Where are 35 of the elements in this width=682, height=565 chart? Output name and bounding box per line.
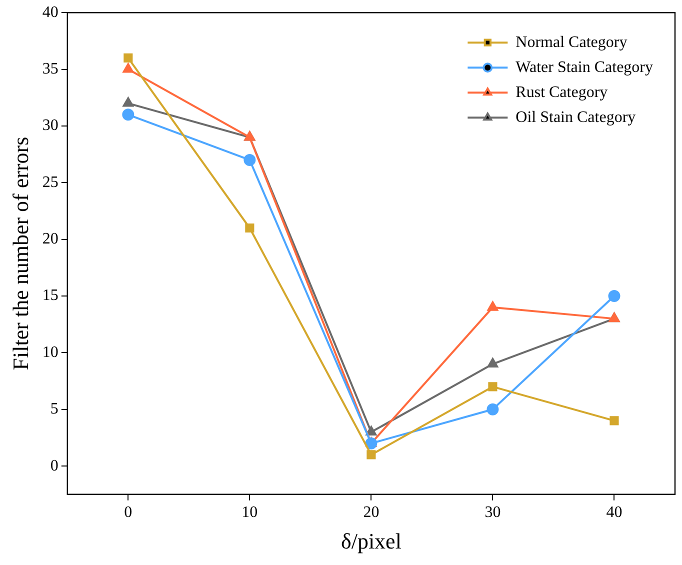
y-tick-label: 25	[42, 174, 58, 191]
point	[124, 53, 133, 62]
y-tick-label: 10	[42, 344, 58, 361]
y-tick-label: 5	[50, 400, 58, 418]
x-tick-label: 0	[124, 504, 132, 522]
x-axis-title: δ/pixel	[340, 528, 402, 554]
point	[122, 63, 134, 73]
legend-label: Normal Category	[516, 34, 628, 51]
y-axis-title: Filter the number of errors	[8, 136, 33, 370]
point	[366, 426, 377, 436]
point	[245, 223, 254, 233]
point	[122, 108, 134, 121]
legend-label: Water Stain Category	[516, 58, 654, 76]
point	[366, 450, 376, 460]
legend-label: Rust Category	[516, 84, 608, 101]
x-tick-label: 20	[363, 504, 380, 522]
point	[610, 416, 619, 426]
point	[486, 403, 499, 416]
legend-label: Oil Stain Category	[516, 108, 636, 126]
y-tick-label: 30	[42, 117, 58, 134]
point	[487, 358, 498, 368]
point	[487, 301, 498, 311]
y-tick-label: 15	[42, 287, 58, 304]
x-tick-label: 10	[242, 504, 258, 522]
point	[608, 290, 620, 302]
y-tick-label: 20	[42, 230, 58, 248]
y-tick-label: 40	[42, 4, 58, 21]
point	[122, 97, 134, 107]
x-tick-label: 30	[484, 504, 501, 522]
y-tick-label: 0	[50, 457, 58, 474]
y-tick-label: 35	[42, 60, 58, 78]
x-tick-label: 40	[606, 504, 622, 522]
point	[488, 382, 498, 392]
point	[244, 154, 256, 166]
point	[365, 437, 378, 450]
